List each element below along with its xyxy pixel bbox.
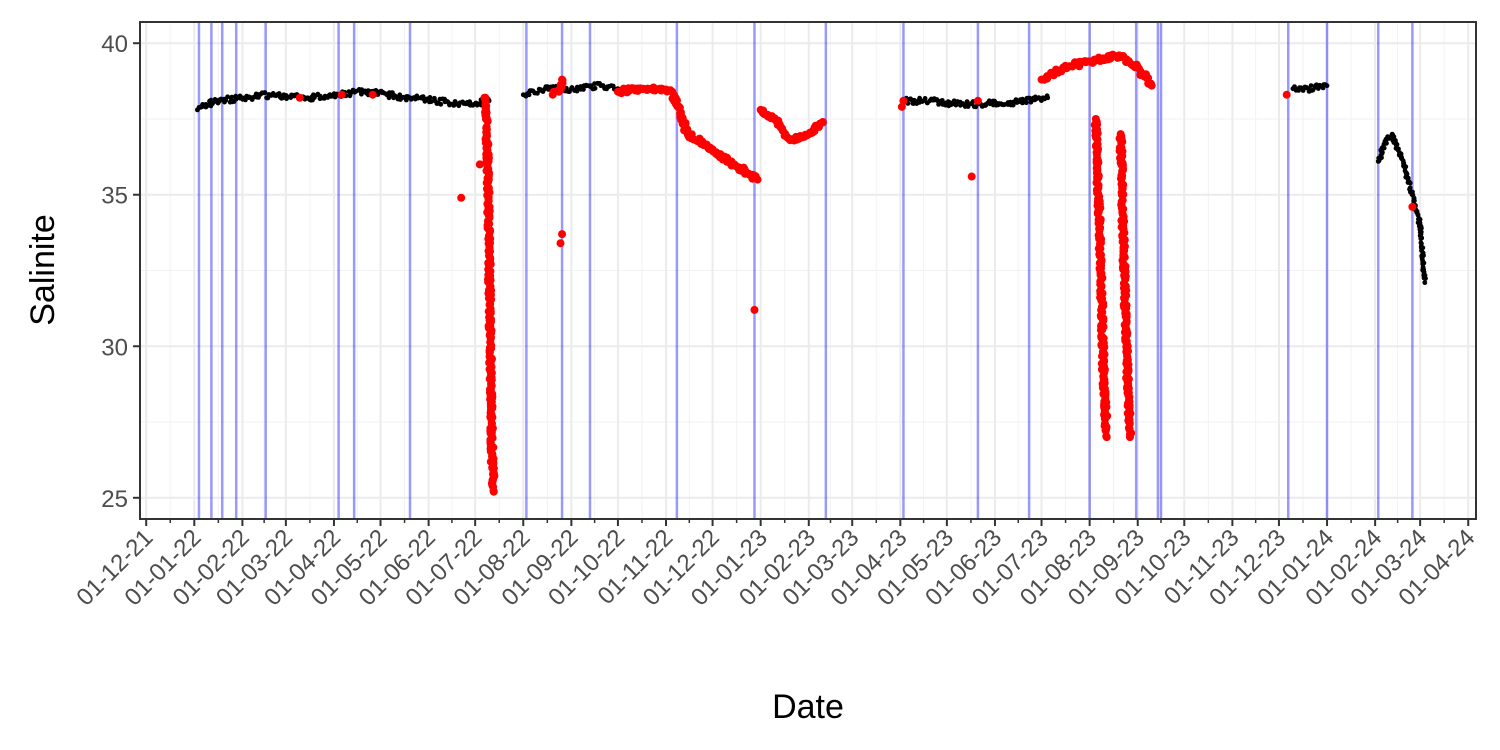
data-point	[922, 96, 928, 101]
data-point	[368, 90, 377, 99]
data-point	[897, 102, 906, 111]
data-point	[1422, 280, 1428, 286]
y-tick-label: 30	[101, 334, 128, 361]
data-point	[567, 89, 572, 94]
data-point	[939, 98, 945, 103]
y-axis-title: Salinite	[24, 214, 62, 326]
data-point	[212, 97, 218, 102]
data-point	[818, 118, 827, 127]
data-point	[295, 93, 304, 102]
data-point	[1102, 432, 1111, 441]
data-point	[1419, 245, 1425, 251]
data-point	[556, 239, 565, 248]
x-axis-title: Date	[772, 688, 844, 726]
data-point	[965, 104, 971, 109]
data-point	[1398, 151, 1403, 156]
data-point	[540, 89, 546, 94]
data-point	[1023, 100, 1029, 106]
data-point	[1303, 84, 1309, 90]
data-point	[899, 96, 908, 105]
data-point	[1308, 83, 1314, 88]
data-point	[1419, 235, 1425, 241]
data-point	[1403, 164, 1409, 170]
series-red	[295, 50, 1417, 496]
data-point	[1322, 82, 1328, 87]
data-point	[558, 79, 567, 88]
data-point	[467, 99, 473, 105]
minor-gridlines	[140, 22, 1476, 519]
data-point	[1010, 102, 1016, 108]
data-point	[1044, 93, 1050, 99]
data-point	[1394, 142, 1400, 147]
data-point	[1409, 192, 1415, 197]
data-point	[337, 90, 346, 99]
data-point	[1282, 90, 1291, 99]
data-point	[1126, 429, 1135, 438]
data-point	[1421, 260, 1427, 266]
data-point	[973, 96, 982, 105]
data-point	[427, 95, 433, 100]
data-point	[948, 102, 954, 108]
data-point	[925, 100, 930, 106]
data-point	[1020, 96, 1025, 102]
data-point	[1020, 100, 1025, 106]
data-point	[475, 160, 484, 169]
x-axis-ticks: 01-12-2101-01-2201-02-2201-03-2201-04-22…	[71, 519, 1480, 611]
data-point	[1147, 79, 1155, 88]
y-tick-label: 40	[101, 31, 128, 58]
data-point	[1419, 255, 1425, 261]
series-black	[195, 80, 1428, 286]
data-point	[592, 85, 598, 91]
data-points	[195, 50, 1428, 496]
data-point	[1407, 180, 1413, 186]
data-point	[1418, 240, 1424, 246]
data-point	[432, 95, 437, 101]
data-point	[1098, 325, 1107, 334]
data-point	[750, 305, 759, 314]
data-point	[312, 95, 317, 100]
y-tick-label: 35	[101, 183, 128, 210]
data-point	[225, 94, 231, 100]
data-point	[1407, 185, 1413, 191]
data-point	[1122, 367, 1131, 376]
data-point	[1417, 217, 1423, 222]
data-point	[1411, 198, 1417, 204]
data-point	[1391, 134, 1397, 140]
data-point	[911, 97, 917, 103]
data-point	[1095, 225, 1104, 233]
data-point	[967, 172, 976, 181]
data-point	[1384, 140, 1389, 146]
data-point	[489, 486, 498, 495]
data-point	[581, 87, 586, 92]
y-axis-ticks: 25 30 35 40	[101, 31, 140, 513]
data-point	[558, 230, 567, 239]
data-point	[1408, 202, 1417, 211]
data-point	[1379, 155, 1384, 161]
data-point	[428, 99, 434, 104]
data-point	[1028, 99, 1034, 105]
data-point	[438, 101, 444, 107]
data-point	[405, 94, 411, 99]
data-point	[526, 92, 532, 98]
data-point	[262, 90, 268, 96]
data-point	[1118, 137, 1127, 146]
data-point	[1423, 276, 1428, 281]
data-point	[229, 94, 235, 100]
data-point	[1027, 95, 1032, 101]
data-point	[751, 172, 760, 181]
data-point	[457, 193, 466, 202]
data-point	[1381, 145, 1387, 151]
data-point	[359, 91, 364, 97]
y-tick-label: 25	[101, 486, 128, 513]
